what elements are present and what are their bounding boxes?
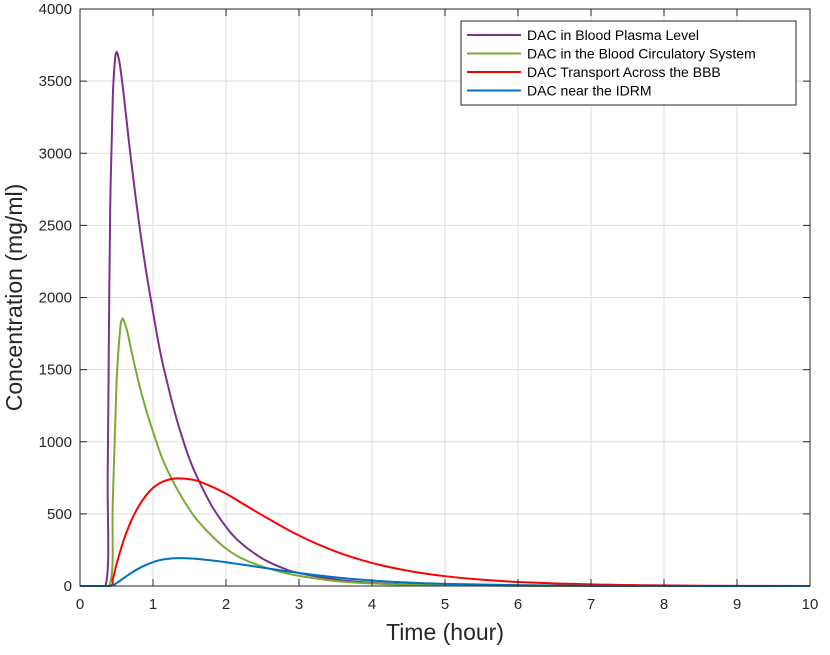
x-axis-title: Time (hour) <box>386 619 504 645</box>
y-tick-label: 4000 <box>39 1 72 18</box>
x-tick-label: 8 <box>660 596 668 613</box>
axis-ticks: 0 1 2 3 4 5 6 7 8 9 10 0 500 1000 1500 2000 2500 3000 3500… <box>39 1 819 613</box>
y-tick-label: 0 <box>64 578 72 595</box>
series-line-3 <box>79 477 811 588</box>
legend-label: DAC in the Blood Circulatory System <box>527 46 756 62</box>
x-tick-label: 9 <box>733 596 741 613</box>
y-tick-label: 2500 <box>39 217 72 234</box>
y-axis-title: Concentration (mg/ml) <box>1 184 27 412</box>
x-tick-label: 1 <box>149 596 157 613</box>
y-tick-label: 3000 <box>39 145 72 162</box>
x-tick-label: 7 <box>587 596 595 613</box>
x-tick-label: 10 <box>802 596 819 613</box>
legend-label: DAC Transport Across the BBB <box>527 64 721 80</box>
legend-label: DAC near the IDRM <box>527 83 651 99</box>
legend-label: DAC in Blood Plasma Level <box>527 27 699 43</box>
y-tick-label: 1000 <box>39 434 72 451</box>
x-tick-label: 2 <box>222 596 230 613</box>
x-tick-label: 4 <box>368 596 376 613</box>
x-tick-label: 6 <box>514 596 522 613</box>
x-tick-label: 5 <box>441 596 449 613</box>
y-tick-label: 3500 <box>39 73 72 90</box>
x-tick-label: 3 <box>295 596 303 613</box>
y-tick-label: 1500 <box>39 362 72 379</box>
x-tick-label: 0 <box>76 596 84 613</box>
legend: DAC in Blood Plasma Level DAC in the Bloo… <box>460 20 797 106</box>
series-line-4 <box>79 557 810 588</box>
y-tick-label: 2000 <box>39 290 72 307</box>
y-tick-label: 500 <box>47 506 72 523</box>
